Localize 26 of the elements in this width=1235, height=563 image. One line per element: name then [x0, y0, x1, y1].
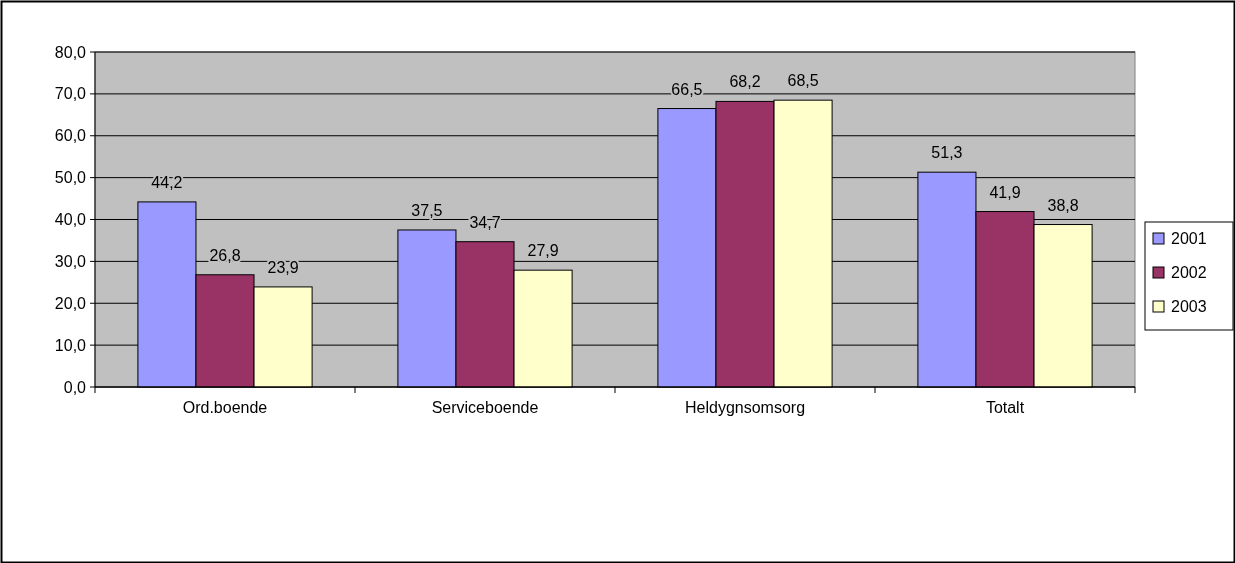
data-label: 41,9 [989, 183, 1021, 201]
y-tick-label: 70,0 [54, 85, 87, 103]
data-label: 38,8 [1047, 196, 1079, 214]
legend-label: 2002 [1171, 264, 1207, 281]
data-label: 27,9 [527, 242, 559, 260]
data-label: 23,9 [267, 258, 299, 276]
x-tick-label: Ord.boende [182, 399, 268, 416]
x-tick-label: Heldygnsomsorg [684, 399, 806, 416]
data-label: 68,2 [729, 73, 761, 91]
legend-label: 2001 [1171, 230, 1207, 247]
x-tick-label: Serviceboende [431, 399, 539, 416]
y-tick-label: 30,0 [54, 252, 87, 270]
data-label: 68,5 [787, 72, 819, 90]
y-tick-label: 10,0 [54, 336, 87, 354]
y-tick-label: 80,0 [54, 43, 87, 61]
data-label: 26,8 [209, 246, 241, 264]
y-tick-label: 40,0 [54, 211, 87, 229]
y-tick-label: 60,0 [54, 127, 87, 145]
x-tick-label: Totalt [985, 399, 1025, 416]
y-tick-label: 0,0 [63, 378, 87, 396]
data-label: 51,3 [931, 144, 963, 162]
y-tick-label: 50,0 [54, 169, 87, 187]
data-label: 44,2 [151, 173, 183, 191]
data-label: 37,5 [411, 201, 443, 219]
y-tick-label: 20,0 [54, 294, 87, 312]
legend-label: 2003 [1171, 298, 1207, 315]
